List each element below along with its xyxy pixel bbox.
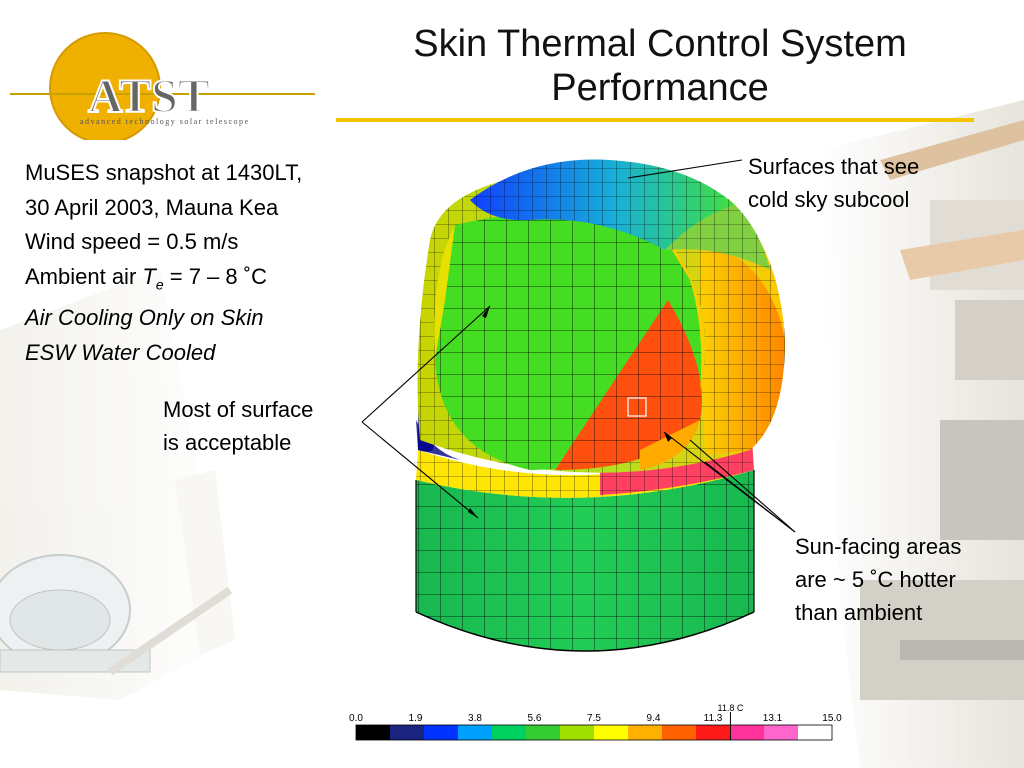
ambient-sub: e [155, 275, 164, 292]
title-line-2: Performance [551, 67, 769, 109]
ambient-var: T [142, 263, 156, 289]
scale-color-band [492, 725, 527, 740]
slide-title: Skin Thermal Control System Performance [330, 22, 990, 110]
ambient-label: Ambient air [25, 263, 143, 289]
scale-tick-label: 0.0 [349, 713, 363, 724]
simulation-info-text: MuSES snapshot at 1430LT, 30 April 2003,… [25, 156, 395, 370]
sun-line-3: than ambient [795, 600, 923, 625]
scale-tick-label: 5.6 [528, 713, 542, 724]
atst-logo: ATST advanced technology solar telescope [10, 32, 315, 140]
scale-color-band [594, 725, 629, 740]
annotation-acceptable: Most of surface is acceptable [163, 393, 313, 459]
scale-color-band [696, 725, 731, 740]
scale-tick-label: 9.4 [647, 713, 661, 724]
ok-line-1: Most of surface [163, 397, 314, 422]
annotation-sun-facing: Sun-facing areas are ~ 5 ˚C hotter than … [795, 530, 961, 629]
leader-sun-3 [704, 461, 796, 533]
info-line-5: Air Cooling Only on Skin [25, 305, 264, 331]
logo-subtitle: advanced technology solar telescope [80, 117, 250, 126]
dome-top-cap [470, 159, 770, 270]
base-cylinder [415, 470, 755, 652]
temperature-color-scale: 0.0 1.9 3.8 5.6 7.5 9.4 11.3 13.1 15.0 11.8 C [349, 703, 842, 741]
scale-current-label: 11.8 C [718, 703, 744, 713]
info-line-2: 30 April 2003, Mauna Kea [25, 194, 279, 220]
scale-color-band [798, 725, 833, 740]
leader-acceptable-lower [361, 421, 479, 519]
sun-line-2: are ~ 5 ˚C hotter [795, 567, 956, 592]
ambient-value: = 7 – 8 ˚C [163, 263, 267, 289]
title-line-1: Skin Thermal Control System [413, 23, 907, 65]
annotation-cold-sky: Surfaces that see cold sky subcool [748, 150, 919, 216]
leader-sun-1 [689, 439, 796, 533]
scale-color-band [356, 725, 391, 740]
dome-body [417, 170, 785, 473]
scale-tick-label: 7.5 [587, 713, 601, 724]
leader-lines [361, 159, 796, 533]
scale-color-band [390, 725, 425, 740]
info-line-6: ESW Water Cooled [25, 339, 216, 365]
leader-acceptable-upper [361, 305, 491, 423]
scale-color-band [526, 725, 561, 740]
arrow-head [482, 306, 490, 318]
scale-tick-label: 3.8 [468, 713, 482, 724]
scale-tick-label: 1.9 [409, 713, 423, 724]
logo-text: ATST [88, 70, 210, 123]
scale-color-band [560, 725, 595, 740]
cold-line-2: cold sky subcool [748, 187, 910, 212]
scale-tick-label: 11.3 [704, 713, 723, 724]
scale-border [355, 724, 833, 741]
info-line-1: MuSES snapshot at 1430LT, [25, 160, 303, 185]
scale-color-band [730, 725, 765, 740]
scale-color-band [662, 725, 697, 740]
scale-color-band [628, 725, 663, 740]
scale-color-band [424, 725, 459, 740]
cold-line-1: Surfaces that see [748, 154, 920, 179]
ok-line-2: is acceptable [163, 430, 292, 455]
info-line-4: Ambient air Te = 7 – 8 ˚C [25, 260, 395, 302]
scale-tick-label: 15.0 [822, 713, 842, 724]
title-underline [336, 118, 974, 122]
info-line-3: Wind speed = 0.5 m/s [25, 229, 239, 254]
leader-cold-sky [627, 159, 743, 179]
arrow-head [664, 432, 672, 442]
scale-tick-label: 13.1 [763, 713, 783, 724]
sun-line-1: Sun-facing areas [795, 534, 962, 559]
scale-color-band [458, 725, 493, 740]
arrow-head [468, 508, 478, 518]
scale-color-band [764, 725, 799, 740]
